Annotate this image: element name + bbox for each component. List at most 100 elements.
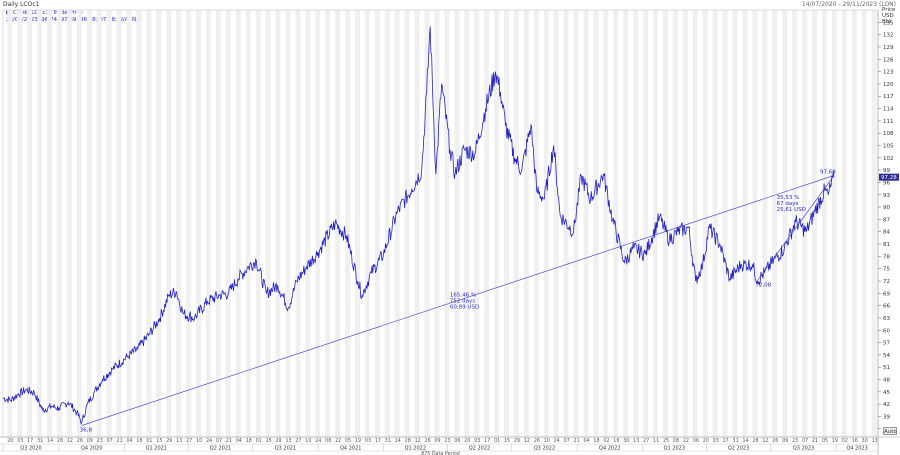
short-trend-pct: 35,53 %: [777, 195, 800, 201]
x-day-label: 15: [156, 438, 162, 444]
x-day-label: 30: [862, 438, 868, 444]
x-day-label: 17: [723, 438, 729, 444]
y-tick-label: 129: [883, 45, 894, 51]
y-axis-header: Price USD Bbl: [882, 7, 898, 25]
week-band: [434, 10, 440, 437]
week-band: [802, 10, 808, 437]
x-day-label: 06: [693, 438, 699, 444]
x-day-label: 10: [305, 438, 311, 444]
x-day-label: 15: [504, 438, 510, 444]
x-day-label: 17: [484, 438, 490, 444]
x-quarter-label: Q3 2020: [20, 446, 41, 452]
x-day-label: 19: [832, 438, 838, 444]
week-band: [235, 10, 241, 437]
week-band: [126, 10, 132, 437]
x-day-label: 24: [315, 438, 321, 444]
week-band: [752, 10, 758, 437]
x-quarter-label: Q3 2021: [275, 446, 296, 452]
x-day-label: 23: [444, 438, 450, 444]
week-band: [325, 10, 331, 437]
long-trend-usd: 60,89 USD: [450, 305, 479, 311]
x-day-label: 26: [425, 438, 431, 444]
week-band: [315, 10, 321, 437]
y-axis-header-unit: Bbl: [882, 19, 891, 25]
x-quarter-label: Q4 2022: [599, 446, 620, 452]
week-band: [533, 10, 539, 437]
week-band: [86, 10, 92, 437]
y-tick-label: 42: [883, 402, 890, 408]
chart-header: Daily LCOc1 14/07/2020 - 29/11/2023 (LON…: [0, 0, 900, 9]
y-tick-label: 90: [883, 205, 890, 211]
y-tick-label: 87: [883, 217, 890, 223]
week-band: [305, 10, 311, 437]
x-day-label: 13: [872, 438, 878, 444]
week-band: [384, 10, 390, 437]
week-band: [573, 10, 579, 437]
week-band: [374, 10, 380, 437]
x-quarter-label: Q2 2023: [728, 446, 749, 452]
week-band: [166, 10, 172, 437]
y-tick-label: 57: [883, 341, 890, 347]
x-day-label: 14: [395, 438, 401, 444]
week-band: [603, 10, 609, 437]
auto-scale-button[interactable]: Auto: [883, 427, 897, 435]
week-band: [762, 10, 768, 437]
x-day-label: 07: [564, 438, 570, 444]
week-band: [593, 10, 599, 437]
week-band: [285, 10, 291, 437]
week-band: [871, 10, 877, 437]
x-day-label: 09: [87, 438, 93, 444]
x-quarter-label: Q4 2020: [81, 446, 102, 452]
y-tick-label: 102: [883, 156, 894, 162]
week-band: [335, 10, 341, 437]
y-tick-label: 51: [883, 365, 890, 371]
x-day-label: 26: [77, 438, 83, 444]
week-band: [662, 10, 668, 437]
x-day-label: 21: [226, 438, 232, 444]
x-day-label: 23: [792, 438, 798, 444]
y-tick-label: 111: [883, 119, 894, 125]
x-day-label: 28: [752, 438, 758, 444]
week-band: [37, 10, 43, 437]
week-band: [295, 10, 301, 437]
x-day-label: 26: [772, 438, 778, 444]
y-axis-header-currency: USD: [882, 13, 894, 19]
last-price-tag: [879, 173, 899, 181]
x-day-label: 28: [405, 438, 411, 444]
x-day-label: 29: [276, 438, 282, 444]
x-day-label: 29: [166, 438, 172, 444]
x-day-label: 18: [136, 438, 142, 444]
y-tick-label: 69: [883, 291, 890, 297]
x-day-label: 28: [57, 438, 63, 444]
y-tick-label: 93: [883, 193, 890, 199]
x-day-label: 31: [37, 438, 43, 444]
x-day-label: 22: [335, 438, 341, 444]
x-day-label: 20: [7, 438, 13, 444]
y-tick-label: 60: [883, 328, 890, 334]
x-day-label: 07: [802, 438, 808, 444]
x-quarter-label: Q1 2023: [664, 446, 685, 452]
x-quarter-label: Q2 2022: [469, 446, 490, 452]
week-band: [702, 10, 708, 437]
x-day-label: 10: [544, 438, 550, 444]
week-band: [156, 10, 162, 437]
week-band: [27, 10, 33, 437]
week-band: [46, 10, 52, 437]
x-day-label: 05: [822, 438, 828, 444]
x-day-label: 27: [295, 438, 301, 444]
mid-low-label: 72,08: [755, 283, 771, 289]
x-quarter-label: Q1 2022: [405, 446, 426, 452]
x-day-label: 01: [146, 438, 152, 444]
x-day-label: 03: [17, 438, 23, 444]
x-day-label: 18: [246, 438, 252, 444]
legend-values: 28/09/2023; 96,74; 97,69; 96,68; 97,28; …: [6, 17, 142, 23]
x-day-label: 19: [355, 438, 361, 444]
y-tick-label: 132: [883, 33, 894, 39]
x-day-label: 25: [663, 438, 669, 444]
week-band: [821, 10, 827, 437]
x-day-label: 31: [385, 438, 391, 444]
trendline: [757, 175, 835, 281]
x-day-label: 04: [583, 438, 589, 444]
y-tick-label: 39: [883, 414, 890, 420]
